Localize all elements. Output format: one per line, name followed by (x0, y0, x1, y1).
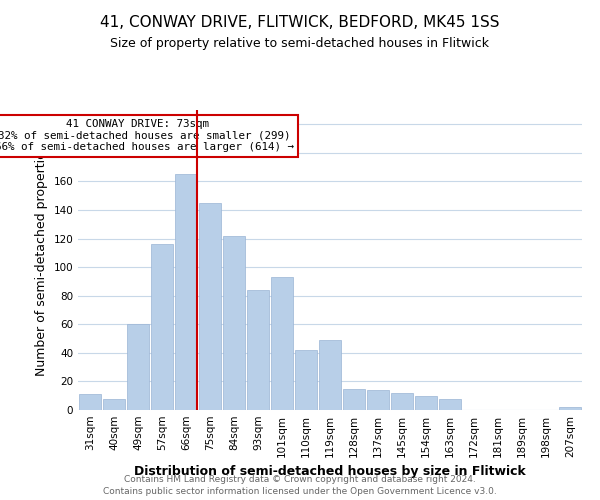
Bar (319, 340, 341, 410)
Bar (247, 290, 269, 410)
Bar (175, 174, 197, 410)
Text: 41, CONWAY DRIVE, FLITWICK, BEDFORD, MK45 1SS: 41, CONWAY DRIVE, FLITWICK, BEDFORD, MK4… (100, 15, 500, 30)
Text: Size of property relative to semi-detached houses in Flitwick: Size of property relative to semi-detach… (110, 38, 490, 51)
Bar (199, 203, 221, 410)
Bar (367, 390, 389, 410)
Y-axis label: Number of semi-detached properties: Number of semi-detached properties (35, 144, 48, 376)
Bar (223, 236, 245, 410)
Bar (271, 277, 293, 410)
Bar (343, 388, 365, 410)
Text: Contains public sector information licensed under the Open Government Licence v3: Contains public sector information licen… (103, 487, 497, 496)
Bar (439, 398, 461, 410)
Bar (415, 396, 437, 410)
Text: 41 CONWAY DRIVE: 73sqm
← 32% of semi-detached houses are smaller (299)
  66% of : 41 CONWAY DRIVE: 73sqm ← 32% of semi-det… (0, 119, 293, 152)
Bar (295, 350, 317, 410)
Bar (127, 324, 149, 410)
Bar (79, 394, 101, 410)
Bar (559, 407, 581, 410)
Text: Contains HM Land Registry data © Crown copyright and database right 2024.: Contains HM Land Registry data © Crown c… (124, 475, 476, 484)
X-axis label: Distribution of semi-detached houses by size in Flitwick: Distribution of semi-detached houses by … (134, 466, 526, 478)
Bar (151, 244, 173, 410)
Bar (103, 398, 125, 410)
Bar (391, 393, 413, 410)
